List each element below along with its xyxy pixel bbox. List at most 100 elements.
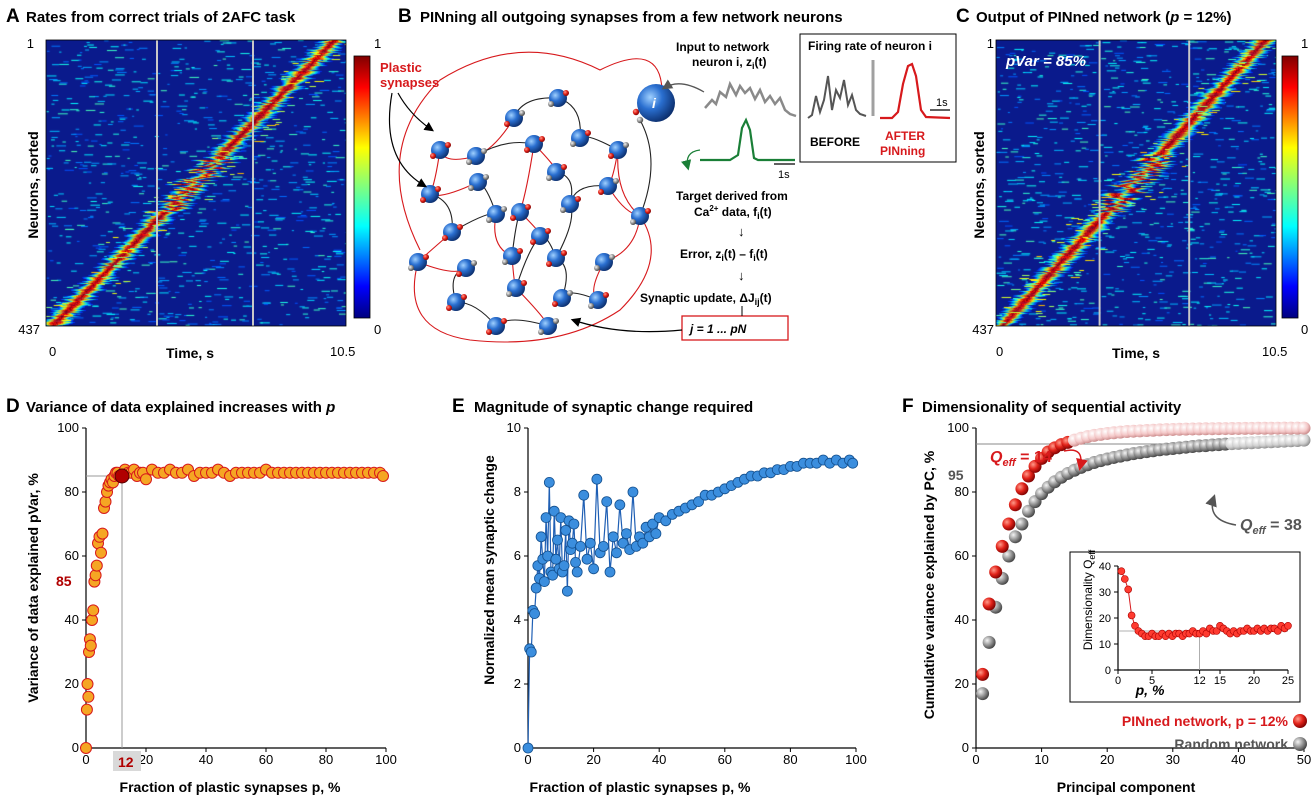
panel-d: D Variance of data explained increases w… bbox=[6, 396, 397, 795]
panel-c-pvar: pVar = 85% bbox=[1005, 53, 1086, 70]
synapse-terminal bbox=[553, 318, 559, 324]
panel-f-y-tick-label: 20 bbox=[955, 676, 969, 691]
synapse-terminal bbox=[538, 329, 544, 335]
panel-d-point bbox=[80, 703, 93, 716]
synapse-terminal bbox=[423, 254, 429, 260]
panel-c-x-right: 10.5 bbox=[1262, 344, 1287, 359]
panel-f-x-tick-label: 30 bbox=[1166, 752, 1180, 767]
panel-e-point bbox=[627, 486, 639, 498]
panel-f-pinned-point bbox=[1008, 498, 1022, 512]
panel-e-point bbox=[530, 582, 542, 594]
synapse-terminal bbox=[598, 189, 604, 195]
panel-e-point bbox=[558, 560, 570, 571]
panel-c-x-left: 0 bbox=[996, 344, 1003, 359]
panel-d-title: Variance of data explained increases wit… bbox=[26, 399, 335, 416]
panel-a-letter: A bbox=[6, 6, 20, 27]
heatA-image bbox=[46, 40, 346, 326]
synapse-edge-outer bbox=[398, 51, 663, 251]
inset-ylabel: Dimensionality Qeff bbox=[1081, 549, 1097, 650]
update-feedback-arrow bbox=[570, 317, 683, 333]
synapse-edge bbox=[617, 149, 641, 217]
panel-e-point bbox=[539, 576, 550, 587]
panel-f-ylabel: Cumulative variance explained by PC, % bbox=[921, 450, 937, 719]
panel-e-point bbox=[650, 528, 662, 539]
panel-e-x-tick-label: 80 bbox=[783, 752, 797, 767]
legend-red-marker bbox=[1293, 714, 1307, 728]
panel-d-point bbox=[90, 559, 103, 572]
synapse-terminal bbox=[501, 206, 507, 212]
panel-e-point bbox=[535, 531, 547, 543]
synapse-terminal bbox=[594, 265, 600, 271]
panel-a-cbar-bottom: 0 bbox=[374, 322, 381, 337]
inset-x-tick-label: 5 bbox=[1149, 675, 1155, 687]
panel-f-title: Dimensionality of sequential activity bbox=[922, 399, 1182, 416]
synapse-terminal bbox=[548, 101, 554, 107]
input-trace bbox=[704, 80, 797, 118]
panel-f-x-tick-label: 10 bbox=[1034, 752, 1048, 767]
legend-gray-marker bbox=[1293, 737, 1307, 751]
j-range-box bbox=[681, 315, 789, 341]
inset-x-tick-label: 15 bbox=[1214, 675, 1226, 687]
panel-d-y-tick-label: 0 bbox=[72, 740, 79, 755]
panel-e-x-tick-label: 100 bbox=[845, 752, 867, 767]
panel-f-pinned-point bbox=[1021, 469, 1035, 483]
synapse-terminal bbox=[521, 280, 527, 286]
plastic-label-2: synapses bbox=[380, 75, 439, 90]
synapse-terminal bbox=[446, 305, 452, 311]
input-text-1: Input to network bbox=[676, 40, 770, 54]
qeff-gray-arrow bbox=[1205, 494, 1237, 526]
panel-d-x-tick-label: 20 bbox=[139, 752, 153, 767]
panel-d-ylabel: Variance of data explained pVar, % bbox=[25, 473, 41, 703]
inset-x-tick-label: 0 bbox=[1115, 675, 1121, 687]
panel-f-x-tick-label: 0 bbox=[972, 752, 979, 767]
panel-f-mark-y: 95 bbox=[948, 467, 964, 483]
synapse-terminal bbox=[603, 292, 609, 298]
panel-c-y-top: 1 bbox=[987, 36, 994, 51]
firing-scale-label: 1s bbox=[936, 97, 948, 109]
plastic-arrow-1 bbox=[397, 92, 434, 132]
synapse-terminal bbox=[608, 153, 614, 159]
panel-f-random-point bbox=[1008, 530, 1022, 544]
panel-e-point bbox=[570, 557, 581, 568]
panel-e-point bbox=[571, 566, 583, 578]
firing-title: Firing rate of neuron i bbox=[808, 39, 932, 53]
panel-e-point bbox=[847, 457, 859, 469]
panel-a: A Rates from correct trials of 2AFC task… bbox=[6, 6, 381, 361]
synapse-terminal bbox=[483, 174, 489, 180]
target-text-1: Target derived from bbox=[676, 189, 788, 203]
synapse-terminal bbox=[567, 290, 573, 296]
panel-a-title: Rates from correct trials of 2AFC task bbox=[26, 9, 296, 26]
synapse-terminal bbox=[524, 147, 530, 153]
panel-f-random-point bbox=[1015, 517, 1029, 531]
synapse-terminal bbox=[506, 291, 512, 297]
firing-after-trace bbox=[880, 62, 951, 120]
synapse-terminal bbox=[552, 301, 558, 307]
panel-e-point bbox=[547, 569, 558, 581]
synapse-terminal bbox=[408, 265, 414, 271]
synapse-terminal bbox=[466, 159, 472, 165]
panel-e-y-tick-label: 8 bbox=[514, 484, 521, 499]
before-label: BEFORE bbox=[810, 135, 860, 149]
panel-f-random-point bbox=[982, 635, 996, 649]
synapse-terminal bbox=[609, 254, 615, 260]
panel-d-point bbox=[377, 470, 389, 482]
panel-f-random-point bbox=[1002, 549, 1016, 563]
update-text: Synaptic update, ΔJij(t) bbox=[640, 291, 772, 307]
panel-e-point bbox=[621, 528, 632, 539]
error-text: Error, zi(t) – fi(t) bbox=[680, 247, 768, 263]
panel-d-point bbox=[95, 546, 107, 559]
firing-before-trace bbox=[807, 75, 867, 119]
qeff-red-label: Qeff = 14 bbox=[990, 449, 1052, 469]
synapse-terminal bbox=[630, 219, 636, 225]
synapse-terminal bbox=[636, 116, 644, 124]
j-range-label: j = 1 ... pN bbox=[688, 322, 747, 336]
panel-d-x-tick-label: 40 bbox=[199, 752, 213, 767]
panel-e-point bbox=[560, 525, 572, 536]
panel-e-point bbox=[588, 563, 599, 575]
panel-e-point bbox=[581, 553, 593, 565]
panel-e-point bbox=[522, 742, 534, 754]
target-trace bbox=[700, 117, 795, 162]
panel-e-point bbox=[637, 537, 649, 549]
